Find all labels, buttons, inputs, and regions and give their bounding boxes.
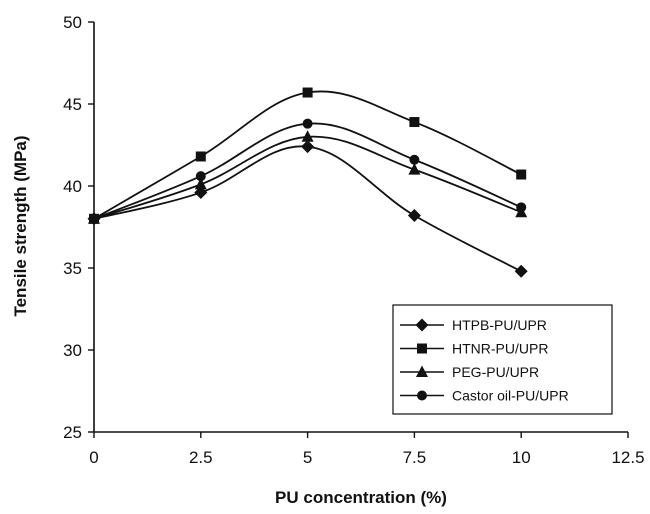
y-ticks: 25 30 35 40 45 50 xyxy=(63,13,94,442)
data-point-square xyxy=(516,170,526,180)
data-point-circle xyxy=(409,155,419,165)
y-tick-label: 35 xyxy=(63,259,82,278)
legend-label: Castor oil-PU/UPR xyxy=(452,388,569,404)
x-tick-label: 7.5 xyxy=(403,448,427,467)
x-tick-label: 12.5 xyxy=(611,448,644,467)
data-point-diamond xyxy=(408,209,421,222)
data-point-diamond xyxy=(301,140,314,153)
data-point-circle xyxy=(196,171,206,181)
series-markers xyxy=(88,88,528,278)
x-tick-label: 10 xyxy=(512,448,531,467)
legend: HTPB-PU/UPR HTNR-PU/UPR PEG-PU/UPR Castor o… xyxy=(393,305,612,414)
legend-label: HTNR-PU/UPR xyxy=(452,341,548,357)
series-lines xyxy=(94,91,521,271)
legend-marker-circle xyxy=(417,391,427,401)
x-tick-label: 5 xyxy=(303,448,312,467)
data-point-diamond xyxy=(515,265,528,278)
x-tick-label: 2.5 xyxy=(189,448,213,467)
y-tick-label: 30 xyxy=(63,341,82,360)
y-tick-label: 40 xyxy=(63,177,82,196)
y-axis-title: Tensile strength (MPa) xyxy=(11,135,30,316)
y-tick-label: 45 xyxy=(63,95,82,114)
data-point-circle xyxy=(516,202,526,212)
x-tick-label: 0 xyxy=(89,448,98,467)
legend-marker-square xyxy=(417,344,427,354)
data-point-square xyxy=(303,88,313,98)
legend-label: PEG-PU/UPR xyxy=(452,364,539,380)
legend-label: HTPB-PU/UPR xyxy=(452,317,547,333)
data-point-circle xyxy=(89,214,99,224)
series-line-0 xyxy=(94,146,521,271)
data-point-circle xyxy=(303,119,313,129)
y-tick-label: 50 xyxy=(63,13,82,32)
y-tick-label: 25 xyxy=(63,423,82,442)
x-ticks: 0 2.5 5 7.5 10 12.5 xyxy=(89,432,644,467)
data-point-square xyxy=(196,151,206,161)
data-point-square xyxy=(409,117,419,127)
x-axis-title: PU concentration (%) xyxy=(275,488,447,507)
